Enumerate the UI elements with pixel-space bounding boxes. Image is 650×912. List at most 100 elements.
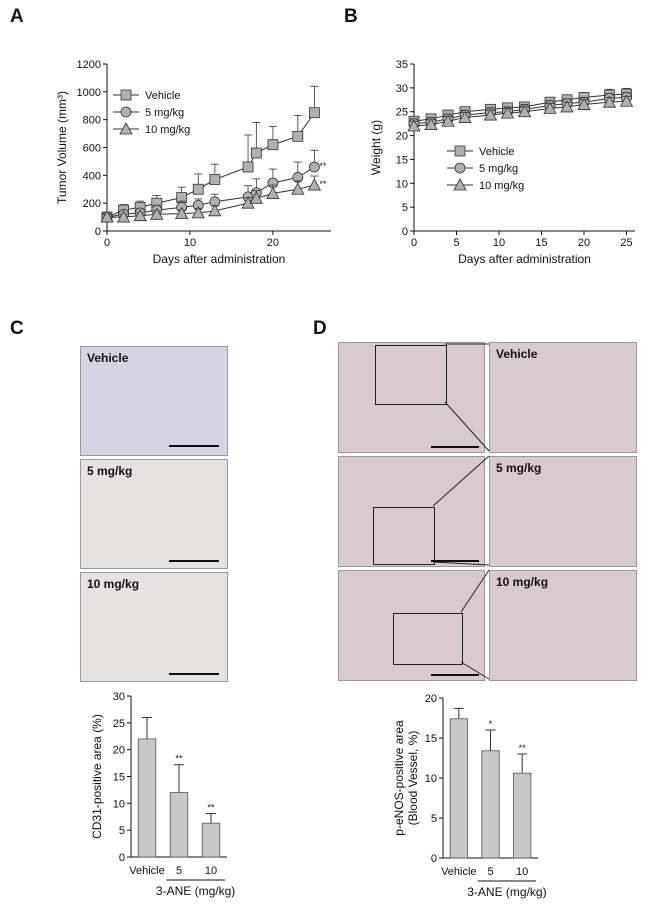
histology-c-label: 10 mg/kg (87, 577, 140, 591)
data-point-triangle (116, 210, 131, 223)
scale-bar (431, 560, 479, 562)
bar (449, 718, 468, 859)
histology-c-vehicle: Vehicle (80, 346, 228, 456)
legend-label: 5 mg/kg (479, 163, 518, 175)
data-point-triangle (208, 203, 222, 217)
legend-label: Vehicle (145, 90, 180, 102)
panel-letter-c: C (10, 318, 24, 339)
panel-letter-a: A (10, 6, 24, 27)
histology-d-vehicle-high: Vehicle (489, 342, 637, 453)
category-label: 10 (516, 866, 528, 878)
y-tick-label: 0 (95, 226, 101, 238)
category-label: Vehicle (129, 865, 164, 877)
panel-letter-d: D (313, 318, 327, 339)
data-point-circle (309, 161, 320, 173)
data-point-triangle (560, 100, 574, 113)
y-tick-label: 400 (83, 170, 101, 182)
x-axis-label: Days after administration (153, 252, 286, 266)
y-tick-label: 0 (402, 226, 408, 238)
y-tick-label: 200 (83, 198, 101, 210)
legend-label: 5 mg/kg (145, 107, 184, 119)
histology-d-label: 5 mg/kg (496, 461, 542, 475)
histology-d-10mgkg-high: 10 mg/kg (489, 570, 637, 681)
x-tick-label: 0 (104, 237, 110, 249)
significance-mark: ** (519, 743, 527, 753)
y-tick-label: 0 (119, 852, 125, 864)
y-tick-label: 15 (396, 154, 408, 166)
legend-label: 10 mg/kg (145, 124, 190, 136)
category-label: Vehicle (441, 866, 476, 878)
y-tick-label: 15 (113, 772, 125, 784)
significance-mark: ** (319, 179, 327, 189)
histology-d-label: Vehicle (496, 347, 538, 361)
x-tick-label: 15 (535, 237, 547, 249)
x-axis-label: 3-ANE (mg/kg) (156, 884, 235, 898)
data-point-triangle (307, 178, 322, 191)
category-label: 10 (205, 865, 217, 877)
y-tick-label: 5 (431, 813, 437, 825)
x-tick-label: 10 (493, 237, 505, 249)
y-tick-label: 1000 (77, 87, 101, 99)
histology-c-5mgkg: 5 mg/kg (80, 459, 228, 569)
legend-label: Vehicle (479, 146, 514, 158)
data-point-triangle (619, 94, 634, 107)
data-point-triangle (458, 110, 472, 123)
y-tick-label: 15 (425, 733, 437, 745)
data-point-triangle (577, 97, 591, 110)
data-point-square (192, 183, 204, 195)
data-point-triangle (119, 122, 133, 135)
scale-bar (169, 445, 219, 447)
y-axis-label: Weight (g) (369, 120, 383, 175)
x-tick-label: 10 (184, 237, 196, 249)
data-point-triangle (517, 104, 532, 118)
panel-letter-b: B (344, 6, 358, 27)
significance-mark: ** (207, 803, 215, 813)
series-2 (407, 94, 634, 132)
y-tick-label: 20 (396, 131, 408, 143)
y-axis-label: Tumor Volume (mm³) (55, 91, 69, 204)
data-point-triangle (191, 206, 205, 219)
histology-d-5mgkg-high: 5 mg/kg (489, 456, 637, 567)
y-axis-label: CD31-positive area (%) (90, 714, 104, 839)
data-point-square (120, 89, 132, 101)
data-point-triangle (424, 117, 438, 130)
y-tick-label: 30 (113, 691, 125, 703)
x-axis-label: 3-ANE (mg/kg) (467, 885, 546, 899)
y-tick-label: 5 (402, 202, 408, 214)
data-point-triangle (543, 101, 557, 114)
histology-c-10mgkg: 10 mg/kg (80, 572, 228, 682)
data-point-triangle (602, 95, 617, 108)
bar (481, 750, 500, 859)
data-point-circle (120, 106, 132, 118)
y-axis-label-line2: (Blood Vessel, %) (406, 731, 420, 826)
x-tick-label: 25 (620, 237, 632, 249)
significance-mark: ** (175, 754, 183, 764)
y-tick-label: 20 (113, 745, 125, 757)
data-point-square (242, 161, 254, 173)
y-tick-label: 25 (396, 107, 408, 119)
zoom-box (375, 345, 447, 405)
y-tick-label: 10 (425, 773, 437, 785)
scale-bar (169, 560, 219, 562)
data-point-square (209, 174, 221, 185)
x-tick-label: 5 (453, 237, 459, 249)
y-tick-label: 0 (431, 853, 437, 865)
y-tick-label: 20 (425, 693, 437, 705)
data-point-triangle (407, 119, 421, 132)
bar (513, 772, 532, 859)
data-point-triangle (133, 208, 147, 222)
y-tick-label: 1200 (77, 59, 101, 71)
y-tick-label: 800 (83, 115, 101, 127)
data-point-triangle (150, 207, 164, 220)
data-point-square (250, 147, 262, 159)
data-point-triangle (441, 114, 455, 127)
series-2 (100, 175, 322, 223)
y-tick-label: 10 (396, 178, 408, 190)
data-point-square (267, 139, 279, 151)
data-point-triangle (483, 108, 498, 121)
y-tick-label: 30 (396, 83, 408, 95)
